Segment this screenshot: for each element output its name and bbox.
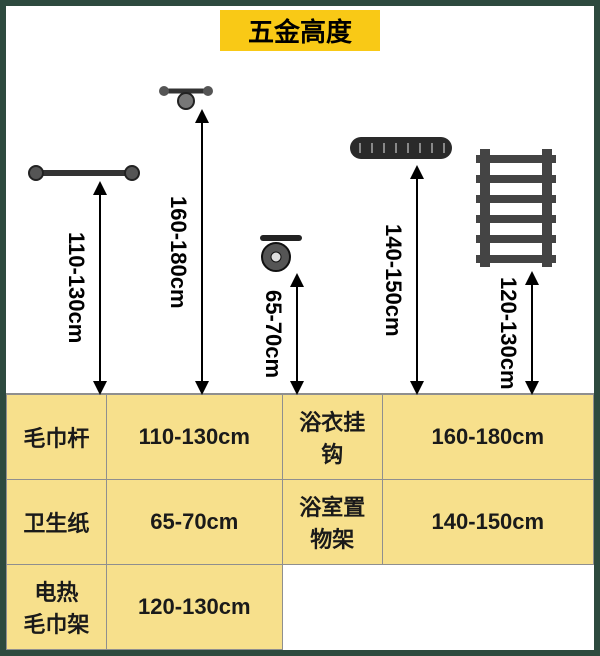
robe-hook-icon [156, 83, 216, 111]
diagram-area: 110-130cm 160-180cm [6, 55, 594, 393]
table-row: 毛巾杆 110-130cm 浴衣挂钩 160-180cm [7, 395, 594, 480]
heated-rack-icon [466, 143, 566, 273]
specs-table: 毛巾杆 110-130cm 浴衣挂钩 160-180cm 卫生纸 65-70cm… [6, 393, 594, 650]
table-row: 电热 毛巾架 120-130cm [7, 565, 594, 650]
cell-label: 电热 毛巾架 [7, 565, 107, 650]
cell-empty [282, 565, 382, 650]
shelf-icon [346, 133, 456, 167]
dim-label-towel-bar: 110-130cm [63, 232, 89, 343]
toilet-paper-icon [258, 233, 304, 275]
towel-bar-icon [24, 163, 144, 183]
arrow-towel-bar [99, 183, 101, 393]
cell-label: 卫生纸 [7, 480, 107, 565]
cell-value: 110-130cm [106, 395, 282, 480]
cell-value: 120-130cm [106, 565, 282, 650]
item-shelf: 140-150cm [346, 133, 456, 393]
cell-value: 160-180cm [382, 395, 593, 480]
cell-label: 浴衣挂钩 [282, 395, 382, 480]
item-heated-rack: 120-130cm [466, 143, 566, 393]
item-robe-hook: 160-180cm [156, 83, 216, 393]
cell-empty [382, 565, 593, 650]
cell-label: 毛巾杆 [7, 395, 107, 480]
arrow-toilet-paper [296, 275, 298, 393]
page-title: 五金高度 [220, 10, 380, 51]
cell-label: 浴室置 物架 [282, 480, 382, 565]
dim-label-heated-rack: 120-130cm [495, 277, 521, 390]
dim-label-toilet-paper: 65-70cm [260, 290, 286, 378]
arrow-shelf [416, 167, 418, 393]
arrow-heated-rack [531, 273, 533, 393]
cell-value: 65-70cm [106, 480, 282, 565]
arrow-robe-hook [201, 111, 203, 393]
item-toilet-paper: 65-70cm [258, 233, 304, 393]
table-row: 卫生纸 65-70cm 浴室置 物架 140-150cm [7, 480, 594, 565]
cell-value: 140-150cm [382, 480, 593, 565]
dim-label-shelf: 140-150cm [380, 224, 406, 337]
item-towel-bar: 110-130cm [24, 163, 144, 393]
dim-label-robe-hook: 160-180cm [165, 196, 191, 309]
title-bar: 五金高度 [6, 6, 594, 55]
